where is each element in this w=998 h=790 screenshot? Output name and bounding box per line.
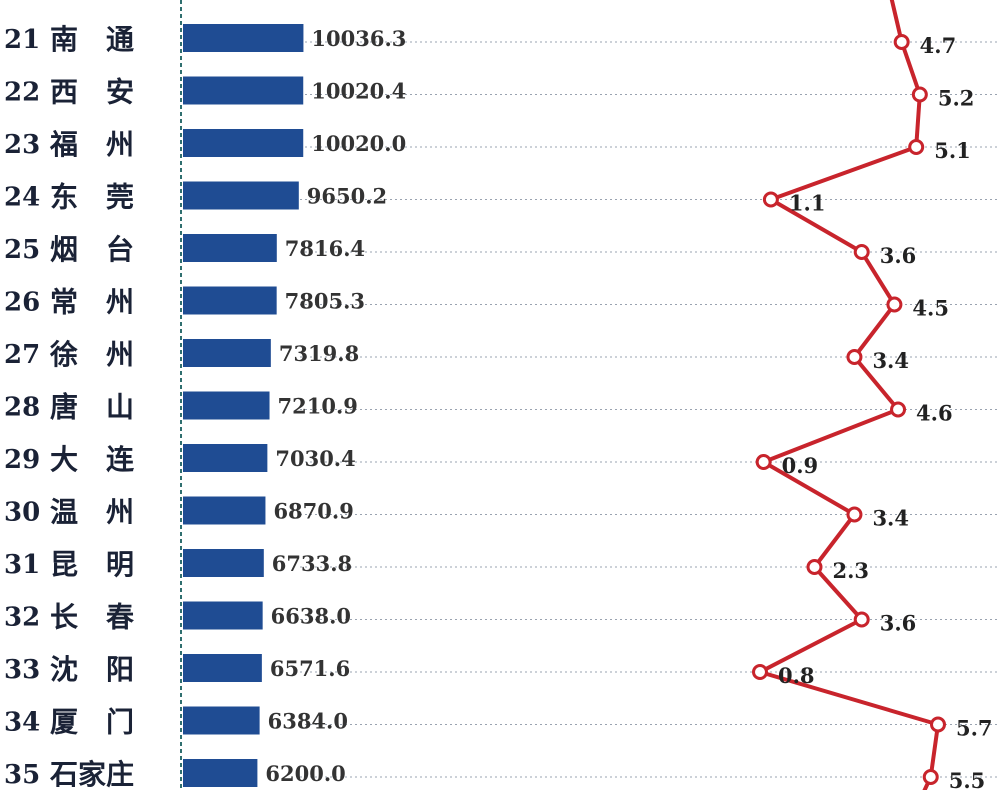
growth-line-series: 4.7 5.2 5.1 1.1 3.6 4.5 3.4 4.6 0.9 3.4 2.3 3.6 0.8 5…: [752, 0, 993, 790]
growth-label: 1.1: [789, 191, 826, 216]
bar: [183, 286, 277, 315]
rank-label: 22: [4, 78, 40, 108]
city-label: 东 莞: [50, 181, 134, 214]
bar: [183, 496, 266, 525]
category-labels: 21 南 通 22 西 安 23 福 州 24 东 莞 25 烟 台 26 常 州 27 徐 州 28 唐 山…: [4, 23, 135, 790]
growth-point: [893, 34, 910, 50]
growth-point: [752, 664, 768, 680]
bar: [183, 76, 304, 105]
growth-point: [886, 296, 903, 313]
bar: [183, 24, 304, 52]
city-label: 西 安: [50, 76, 134, 109]
growth-point: [846, 349, 863, 365]
growth-label: 3.6: [880, 243, 917, 268]
city-label: 常 州: [50, 286, 134, 319]
growth-label: 3.6: [880, 611, 917, 636]
value-label: 7030.4: [275, 446, 355, 471]
bar: [183, 339, 271, 367]
city-label: 长 春: [50, 601, 134, 634]
growth-label: 4.7: [920, 33, 957, 58]
value-label: 10020.0: [311, 131, 406, 156]
value-label: 7805.3: [285, 289, 365, 314]
value-label: 6571.6: [270, 656, 350, 681]
growth-label: 0.8: [778, 663, 815, 688]
growth-label: 0.9: [782, 453, 819, 478]
bar: [183, 391, 270, 420]
bar: [183, 759, 258, 787]
bar-series: 10036.3 10020.4 10020.0 9650.2 7816.4 7805.3 7…: [183, 24, 406, 787]
rank-label: 30: [4, 498, 40, 528]
rank-label: 24: [4, 183, 40, 213]
growth-label: 5.2: [938, 86, 975, 111]
city-label: 唐 山: [50, 391, 134, 424]
growth-point: [853, 611, 870, 628]
city-label: 福 州: [49, 128, 134, 161]
value-label: 6638.0: [271, 604, 351, 629]
city-label: 厦 门: [50, 706, 134, 739]
value-label: 7210.9: [278, 394, 358, 419]
growth-point: [846, 506, 863, 523]
growth-point: [806, 559, 823, 575]
rank-label: 34: [4, 708, 40, 738]
value-label: 7319.8: [279, 341, 359, 366]
city-label: 沈 阳: [50, 653, 134, 686]
city-label: 烟 台: [50, 233, 134, 266]
growth-point: [890, 401, 907, 418]
growth-label: 5.1: [934, 138, 971, 163]
city-label: 徐 州: [49, 338, 134, 371]
value-label: 6733.8: [272, 551, 352, 576]
growth-point: [911, 86, 928, 103]
rank-label: 23: [4, 130, 40, 160]
city-label: 温 州: [50, 496, 134, 529]
rank-label: 21: [4, 25, 40, 55]
bar: [183, 444, 268, 472]
rank-label: 35: [4, 760, 40, 790]
growth-point: [908, 139, 925, 155]
bar: [183, 601, 263, 630]
rank-label: 32: [4, 603, 40, 633]
bar: [183, 181, 299, 210]
growth-label: 3.4: [872, 506, 909, 531]
city-label: 石家庄: [49, 758, 134, 790]
growth-label: 5.7: [956, 716, 993, 741]
growth-label: 3.4: [872, 348, 909, 373]
value-label: 6384.0: [268, 709, 348, 734]
rank-label: 26: [4, 288, 40, 318]
growth-label: 4.6: [916, 401, 953, 426]
value-label: 6200.0: [265, 761, 345, 786]
growth-point: [930, 716, 946, 733]
city-label: 大 连: [50, 443, 135, 476]
growth-point: [922, 769, 939, 785]
growth-label: 2.3: [832, 558, 869, 583]
growth-label: 5.5: [949, 768, 986, 790]
rank-label: 28: [4, 393, 40, 423]
value-label: 7816.4: [285, 236, 365, 261]
city-label: 昆 明: [50, 548, 134, 581]
city-label: 南 通: [50, 23, 134, 56]
bar: [183, 549, 264, 577]
rank-label: 27: [4, 340, 40, 370]
growth-point: [762, 191, 779, 208]
bar: [183, 234, 277, 262]
value-label: 6870.9: [273, 499, 353, 524]
rank-label: 33: [4, 655, 40, 685]
rank-label: 25: [4, 235, 40, 265]
bar: [183, 706, 260, 735]
growth-point: [853, 244, 870, 260]
value-label: 10036.3: [311, 26, 406, 51]
grid-lines: [300, 41, 998, 778]
growth-label: 4.5: [912, 296, 949, 321]
rank-label: 29: [4, 445, 40, 475]
value-label: 9650.2: [307, 184, 387, 209]
rank-label: 31: [4, 550, 40, 580]
bar: [183, 654, 262, 682]
growth-point: [755, 454, 772, 470]
value-label: 10020.4: [311, 79, 406, 104]
bar: [183, 129, 304, 157]
